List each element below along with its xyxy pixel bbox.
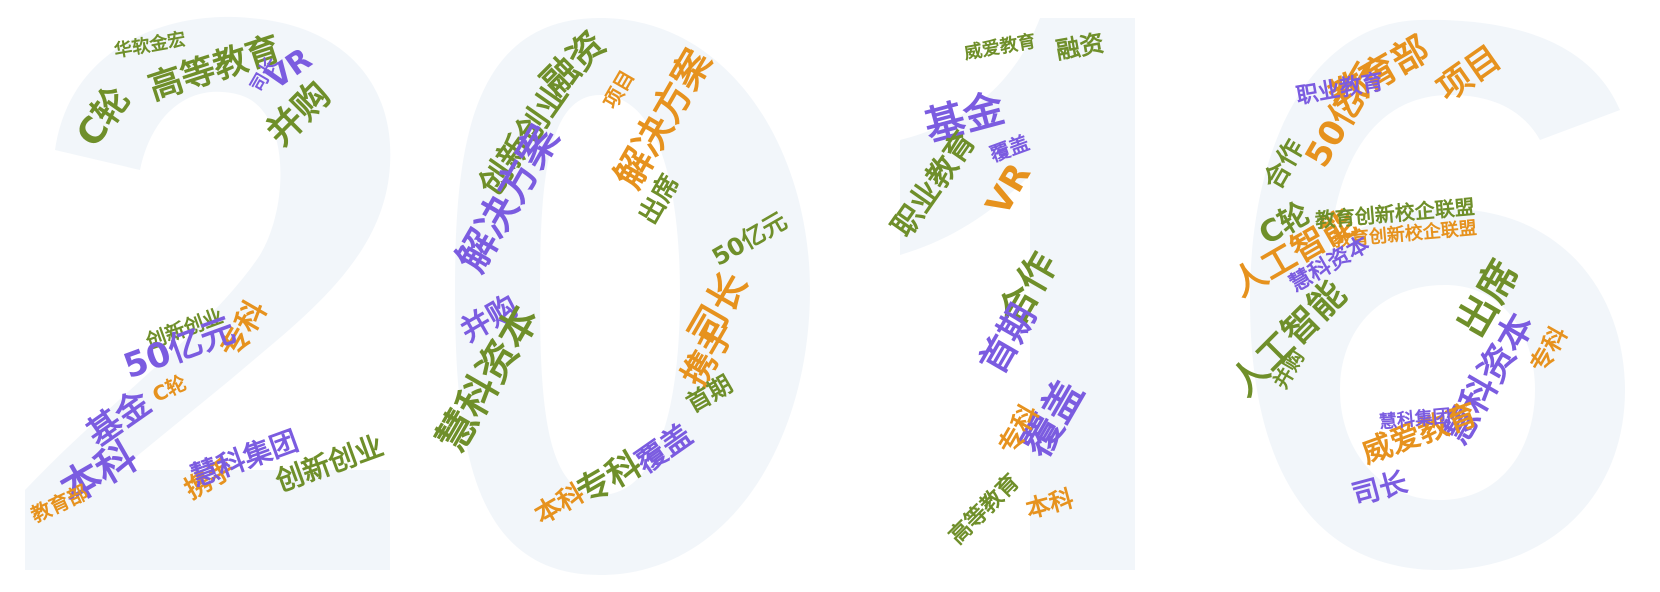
digit-2-shape: [25, 16, 391, 571]
cloud-word: 高等教育: [944, 469, 1025, 550]
digit-shapes: [25, 16, 1625, 575]
digit-1-shape: [900, 18, 1135, 570]
digit-0-shape: [455, 18, 810, 575]
digit-6-shape: [1250, 19, 1625, 570]
